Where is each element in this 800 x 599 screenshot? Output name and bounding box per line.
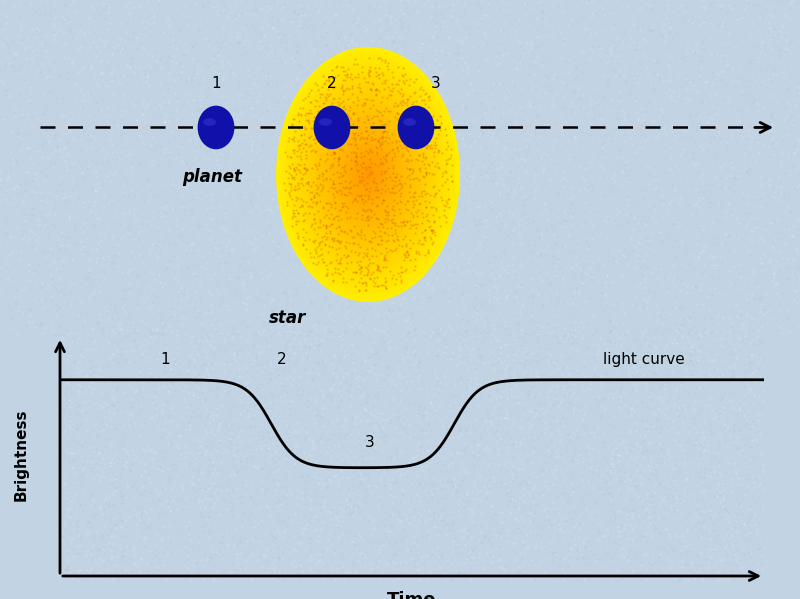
Ellipse shape (292, 69, 444, 280)
Ellipse shape (278, 50, 458, 299)
Ellipse shape (326, 117, 410, 232)
Ellipse shape (320, 107, 416, 241)
Ellipse shape (358, 162, 378, 187)
Text: light curve: light curve (603, 352, 685, 367)
Ellipse shape (322, 111, 414, 238)
Ellipse shape (315, 101, 421, 248)
Ellipse shape (283, 56, 453, 292)
Ellipse shape (361, 165, 375, 184)
Text: Brightness: Brightness (14, 409, 29, 501)
Ellipse shape (324, 114, 412, 235)
Ellipse shape (354, 155, 382, 193)
Ellipse shape (403, 118, 416, 126)
Text: 1: 1 (211, 75, 221, 90)
Text: 3: 3 (365, 435, 374, 450)
Ellipse shape (276, 47, 460, 302)
Ellipse shape (357, 159, 379, 190)
Text: 3: 3 (431, 75, 441, 90)
Text: Time: Time (387, 591, 437, 599)
Ellipse shape (290, 66, 446, 283)
Text: 1: 1 (161, 352, 170, 367)
Ellipse shape (334, 126, 402, 222)
Ellipse shape (203, 118, 216, 126)
Ellipse shape (299, 79, 437, 270)
Ellipse shape (350, 149, 386, 200)
Ellipse shape (363, 168, 373, 181)
Ellipse shape (398, 105, 434, 149)
Text: 2: 2 (277, 352, 286, 367)
Text: planet: planet (182, 168, 242, 186)
Text: 2: 2 (327, 75, 337, 90)
Ellipse shape (308, 92, 428, 258)
Text: star: star (270, 308, 306, 326)
Ellipse shape (297, 75, 439, 273)
Ellipse shape (331, 123, 405, 225)
Ellipse shape (302, 82, 434, 267)
Ellipse shape (313, 98, 423, 251)
Ellipse shape (329, 120, 407, 229)
Ellipse shape (345, 143, 391, 206)
Ellipse shape (352, 152, 384, 196)
Ellipse shape (310, 95, 426, 254)
Ellipse shape (285, 60, 451, 289)
Ellipse shape (342, 140, 394, 210)
Ellipse shape (294, 72, 442, 276)
Ellipse shape (287, 63, 449, 286)
Ellipse shape (281, 53, 455, 295)
Ellipse shape (318, 104, 418, 244)
Ellipse shape (341, 136, 396, 213)
Ellipse shape (319, 118, 332, 126)
Ellipse shape (314, 105, 350, 149)
Ellipse shape (306, 89, 430, 261)
Ellipse shape (336, 130, 400, 219)
Ellipse shape (198, 105, 234, 149)
Ellipse shape (347, 146, 389, 203)
Ellipse shape (338, 133, 398, 216)
Ellipse shape (304, 85, 433, 264)
Ellipse shape (366, 171, 370, 178)
